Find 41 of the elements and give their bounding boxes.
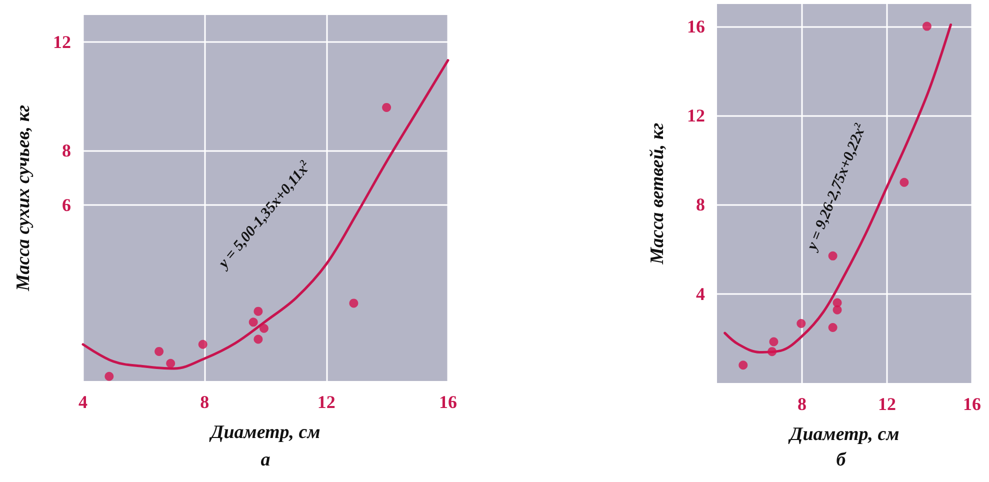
point [382, 102, 392, 112]
y-tick-label: 6 [62, 194, 71, 215]
line-series [724, 23, 952, 354]
y-tick-label: 12 [53, 32, 71, 52]
y-tick-label: 8 [62, 140, 71, 161]
text: б [836, 450, 848, 470]
line-series [82, 59, 450, 370]
x-tick-label: 12 [878, 394, 896, 414]
point [828, 251, 838, 260]
y-axis-title: Масса сухих сучьев, кг [13, 104, 34, 292]
point [832, 305, 842, 314]
x-tick-label: 8 [200, 392, 210, 412]
point [828, 322, 838, 332]
y-axis-title: Масса ветвей, кг [647, 122, 668, 266]
x-tick-label: 12 [317, 392, 336, 412]
point [154, 346, 164, 356]
y-tick-label: 4 [696, 284, 705, 304]
point [349, 298, 358, 308]
x-tick-label: 16 [439, 392, 457, 412]
point [254, 334, 263, 344]
x-tick-label: 4 [78, 392, 88, 412]
point [198, 340, 208, 349]
point [254, 306, 263, 316]
point [769, 337, 778, 346]
point [248, 318, 258, 327]
point [922, 22, 932, 31]
point [796, 318, 806, 328]
x-axis-title: Диаметр, см [788, 424, 900, 445]
x-tick-label: 8 [798, 394, 806, 414]
x-axis-title: Диаметр, см [208, 422, 320, 443]
y-tick-label: 16 [687, 16, 705, 36]
point [259, 324, 268, 333]
y-tick-label: 8 [696, 194, 705, 215]
point [166, 358, 176, 368]
point [900, 178, 909, 187]
point [104, 372, 114, 381]
x-tick-label: 16 [963, 394, 981, 414]
point [738, 360, 748, 370]
text: а [260, 450, 271, 470]
point [768, 347, 777, 356]
y-tick-label: 12 [687, 105, 705, 126]
